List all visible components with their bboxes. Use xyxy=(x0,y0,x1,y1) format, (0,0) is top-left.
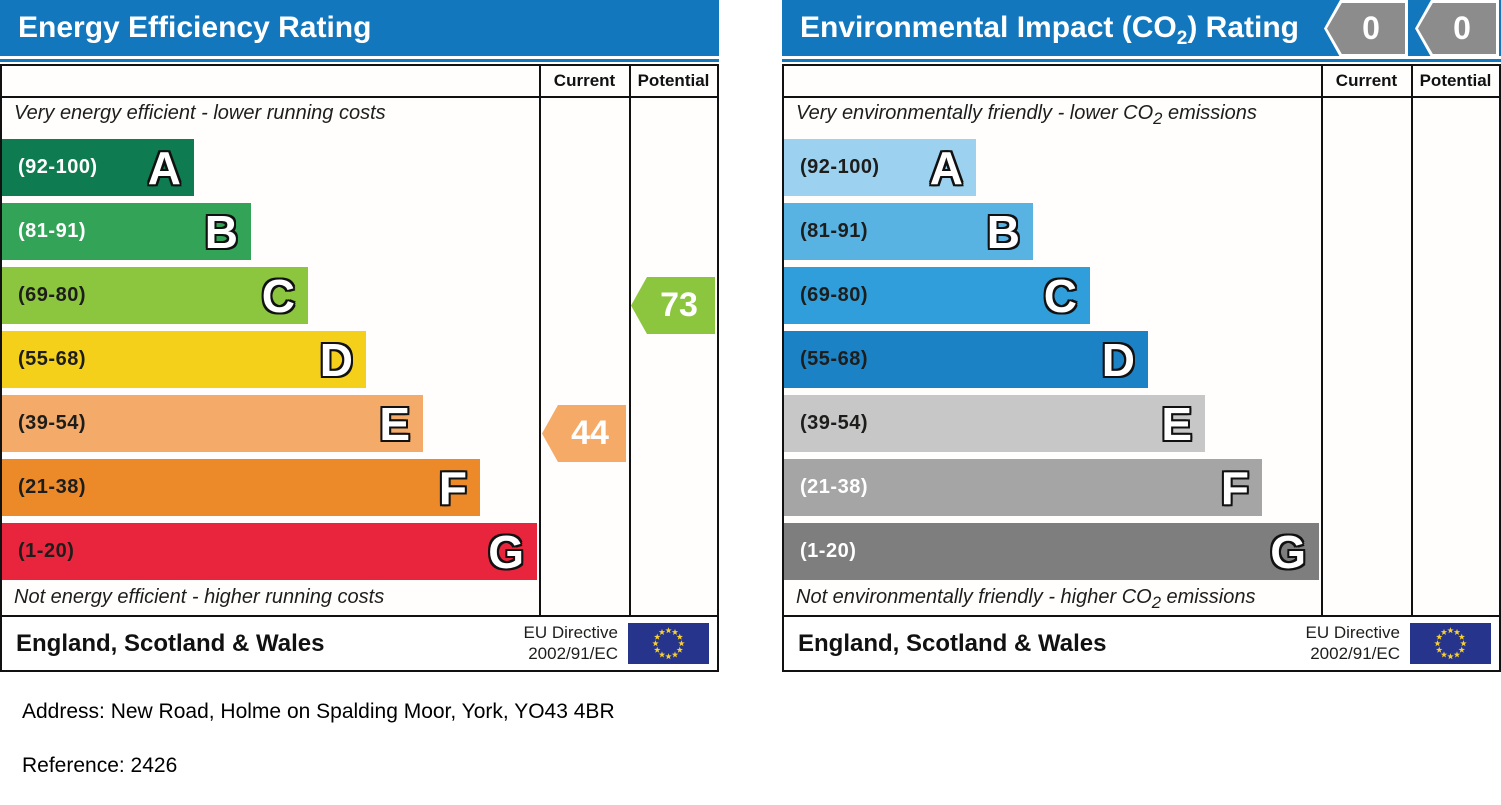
energy-chart-title: Energy Efficiency Rating xyxy=(18,11,372,44)
band-a: (92-100) A xyxy=(784,139,976,196)
footer-row-divider xyxy=(784,615,1499,617)
co2-potential-rating-arrow: 0 xyxy=(1415,0,1499,57)
bottom-caption: Not energy efficient - higher running co… xyxy=(14,586,385,608)
band-letter: D xyxy=(1101,333,1135,386)
header-row-divider xyxy=(2,96,717,98)
band-range: (1-20) xyxy=(18,540,75,562)
eu-flag-icon xyxy=(1410,623,1491,664)
band-letter: F xyxy=(1220,461,1249,514)
column-divider xyxy=(1411,66,1413,615)
band-letter: F xyxy=(438,461,467,514)
band-range: (81-91) xyxy=(800,220,868,242)
band-range: (69-80) xyxy=(800,284,868,306)
potential-rating-value: 73 xyxy=(660,286,698,324)
band-e: (39-54) E xyxy=(2,395,423,452)
co2-current-rating-value: 0 xyxy=(1362,10,1380,46)
band-letter: B xyxy=(986,205,1020,258)
band-range: (39-54) xyxy=(18,412,86,434)
band-range: (92-100) xyxy=(18,156,98,178)
band-g: (1-20) G xyxy=(784,523,1319,580)
band-letter: C xyxy=(261,269,295,322)
chart-footer: England, Scotland & Wales EU Directive 2… xyxy=(784,617,1499,670)
footer-row-divider xyxy=(2,615,717,617)
column-divider xyxy=(1321,66,1323,615)
band-letter: A xyxy=(147,141,181,194)
top-caption: Very environmentally friendly - lower CO… xyxy=(796,102,1257,128)
band-range: (92-100) xyxy=(800,156,880,178)
region-label: England, Scotland & Wales xyxy=(16,629,325,657)
column-header-potential: Potential xyxy=(1419,71,1492,90)
band-letter: E xyxy=(379,397,410,450)
band-f: (21-38) F xyxy=(784,459,1262,516)
title-underline xyxy=(782,59,1501,62)
band-letter: B xyxy=(204,205,238,258)
band-letter: D xyxy=(319,333,353,386)
band-a: (92-100) A xyxy=(2,139,194,196)
band-b: (81-91) B xyxy=(2,203,251,260)
band-range: (55-68) xyxy=(800,348,868,370)
eu-flag-icon xyxy=(628,623,709,664)
column-header-current: Current xyxy=(1335,71,1398,90)
band-c: (69-80) C xyxy=(784,267,1090,324)
potential-rating-arrow: 73 xyxy=(631,277,715,334)
co2-current-rating-arrow: 0 xyxy=(1324,0,1408,57)
band-c: (69-80) C xyxy=(2,267,308,324)
column-divider xyxy=(629,66,631,615)
column-header-potential: Potential xyxy=(637,71,710,90)
current-rating-arrow: 44 xyxy=(542,405,626,462)
co2-potential-rating-value: 0 xyxy=(1453,10,1471,46)
co2-rating-chart: Environmental Impact (CO2) Rating 0 0 Cu… xyxy=(782,0,1501,674)
band-b: (81-91) B xyxy=(784,203,1033,260)
energy-rating-chart: Energy Efficiency Rating Current Potenti… xyxy=(0,0,719,674)
eu-directive-label: EU Directive 2002/91/EC xyxy=(1305,622,1400,663)
band-d: (55-68) D xyxy=(2,331,366,388)
chart-footer: England, Scotland & Wales EU Directive 2… xyxy=(2,617,717,670)
band-range: (1-20) xyxy=(800,540,857,562)
energy-chart-title-bar: Energy Efficiency Rating xyxy=(0,0,719,56)
column-divider xyxy=(539,66,541,615)
band-range: (69-80) xyxy=(18,284,86,306)
address-text: Address: New Road, Holme on Spalding Moo… xyxy=(22,700,615,723)
band-letter: A xyxy=(929,141,963,194)
band-f: (21-38) F xyxy=(2,459,480,516)
title-underline xyxy=(0,59,719,62)
band-letter: G xyxy=(1270,525,1306,578)
band-range: (81-91) xyxy=(18,220,86,242)
band-letter: E xyxy=(1161,397,1192,450)
band-g: (1-20) G xyxy=(2,523,537,580)
band-range: (21-38) xyxy=(800,476,868,498)
band-d: (55-68) D xyxy=(784,331,1148,388)
band-range: (39-54) xyxy=(800,412,868,434)
top-caption: Very energy efficient - lower running co… xyxy=(14,102,386,124)
band-range: (55-68) xyxy=(18,348,86,370)
bottom-caption: Not environmentally friendly - higher CO… xyxy=(796,586,1256,612)
region-label: England, Scotland & Wales xyxy=(798,629,1107,657)
band-letter: G xyxy=(488,525,524,578)
band-e: (39-54) E xyxy=(784,395,1205,452)
band-letter: C xyxy=(1043,269,1077,322)
eu-directive-label: EU Directive 2002/91/EC xyxy=(523,622,618,663)
band-range: (21-38) xyxy=(18,476,86,498)
header-row-divider xyxy=(784,96,1499,98)
reference-text: Reference: 2426 xyxy=(22,754,178,777)
current-rating-value: 44 xyxy=(571,414,609,452)
column-header-current: Current xyxy=(553,71,616,90)
co2-chart-title: Environmental Impact (CO2) Rating xyxy=(800,11,1299,49)
